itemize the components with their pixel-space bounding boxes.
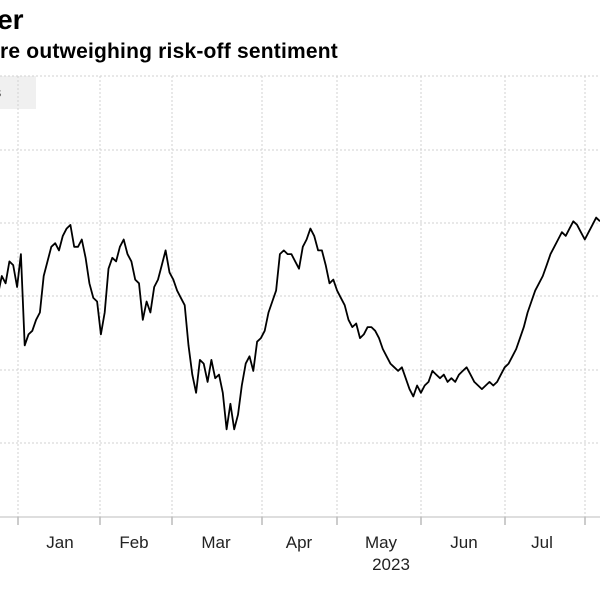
x-tick-label-apr: Apr [286,533,313,552]
x-tick-label-jul: Jul [531,533,553,552]
legend-label: ures [0,84,1,100]
x-tick-label-mar: Mar [201,533,231,552]
series-line-ures [0,216,600,431]
x-tick-label-feb: Feb [119,533,148,552]
chart-title: her [0,4,24,35]
x-year-label: 2023 [372,555,410,574]
x-tick-label-jan: Jan [46,533,73,552]
chart-subtitle: re outweighing risk-off sentiment [0,40,338,63]
x-tick-label-may: May [365,533,398,552]
x-tick-label-jun: Jun [450,533,477,552]
